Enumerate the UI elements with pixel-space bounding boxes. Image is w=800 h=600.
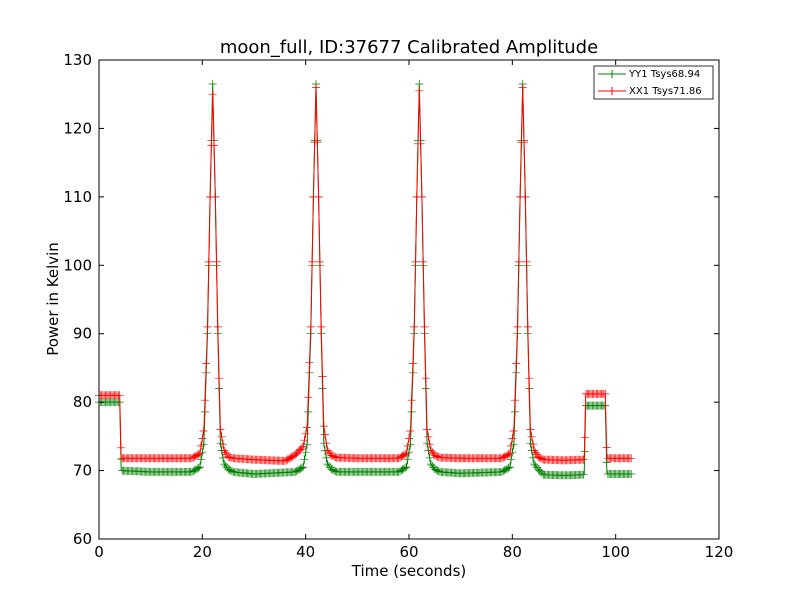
x-axis: 0 20 40 60 80 100 120 <box>94 60 733 561</box>
series-1 <box>95 83 636 465</box>
x-tick-label: 40 <box>296 543 315 561</box>
x-axis-label: Time (seconds) <box>351 562 467 580</box>
plot-series <box>95 80 636 480</box>
x-tick-label: 0 <box>94 543 104 561</box>
legend-marker-yy1 <box>608 70 616 78</box>
y-tick-label: 110 <box>63 188 92 206</box>
x-tick-label: 60 <box>399 543 418 561</box>
legend-label-yy1: YY1 Tsys68.94 <box>628 69 700 80</box>
y-tick-label: 90 <box>73 325 92 343</box>
y-axis: 60 70 80 90 100 110 120 130 <box>63 51 719 548</box>
x-tick-label: 80 <box>503 543 522 561</box>
y-tick-label: 130 <box>63 51 92 69</box>
y-axis-label: Power in Kelvin <box>44 242 62 356</box>
legend: YY1 Tsys68.94 XX1 Tsys71.86 <box>593 65 714 100</box>
legend-label-xx1: XX1 Tsys71.86 <box>629 86 702 97</box>
x-tick-label: 20 <box>193 543 212 561</box>
legend-marker-xx1 <box>608 87 616 95</box>
x-tick-label: 100 <box>601 543 630 561</box>
y-tick-label: 80 <box>73 393 92 411</box>
y-tick-label: 60 <box>73 530 92 548</box>
y-tick-label: 120 <box>63 119 92 137</box>
x-tick-label: 120 <box>705 543 734 561</box>
chart-title: moon_full, ID:37677 Calibrated Amplitude <box>220 37 598 58</box>
y-tick-label: 100 <box>63 256 92 274</box>
legend-box <box>593 65 714 100</box>
y-tick-label: 70 <box>73 462 92 480</box>
